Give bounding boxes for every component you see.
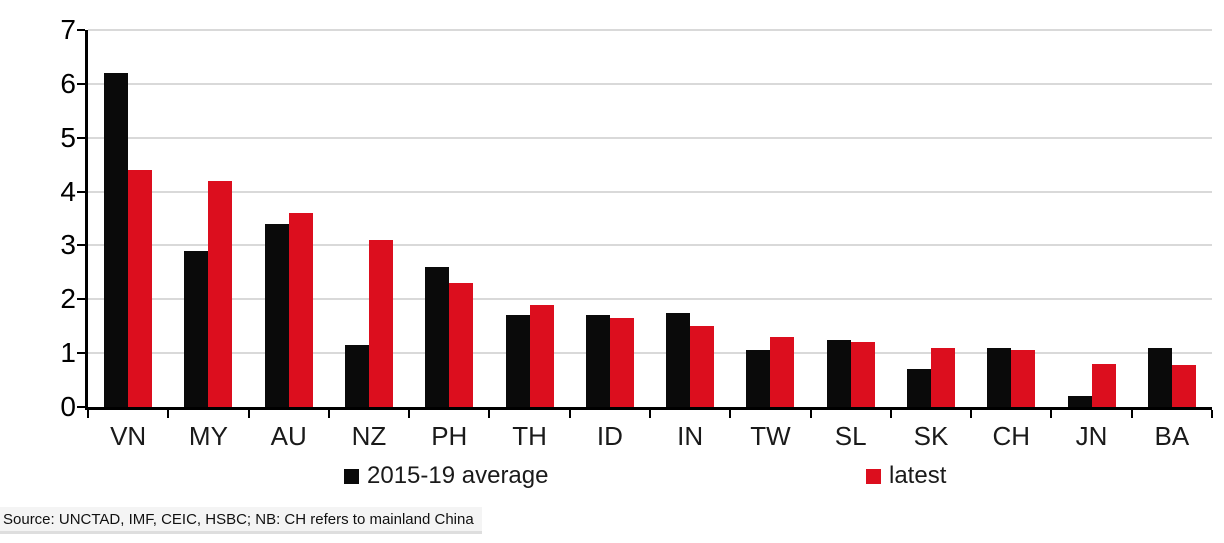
y-tick-label: 7	[60, 14, 76, 45]
bar-jn-latest	[1091, 363, 1116, 407]
source-note: Source: UNCTAD, IMF, CEIC, HSBC; NB: CH …	[0, 507, 482, 534]
legend: 2015-19 average latest	[0, 461, 1224, 493]
x-tick	[729, 410, 732, 418]
x-tick	[649, 410, 651, 418]
x-tick	[568, 410, 571, 418]
x-tick	[87, 410, 89, 418]
x-tick	[167, 410, 170, 418]
y-tick	[77, 190, 85, 193]
x-axis-label: ID	[596, 421, 623, 451]
x-tick	[889, 410, 892, 418]
x-tick	[327, 410, 330, 418]
bar-nz-average	[345, 345, 369, 407]
bar-id-latest	[609, 318, 634, 407]
x-tick	[1050, 410, 1053, 418]
bar-id-average	[585, 315, 610, 407]
bar-au-latest	[288, 213, 313, 407]
y-tick	[77, 136, 85, 139]
x-axis-line	[85, 407, 1212, 410]
x-tick	[970, 410, 973, 418]
bar-jn-average	[1067, 396, 1092, 407]
y-tick	[77, 244, 85, 247]
x-axis-label: TW	[750, 421, 791, 451]
bar-my-average	[184, 250, 209, 407]
bar-th-latest	[529, 304, 554, 407]
x-axis-label: SL	[834, 421, 867, 451]
x-axis-label: NZ	[351, 421, 387, 451]
bar-tw-latest	[770, 336, 795, 407]
bar-in-average	[666, 312, 691, 407]
y-tick-label: 5	[60, 121, 76, 153]
y-axis-line	[85, 30, 88, 410]
y-tick-label: 1	[60, 337, 76, 369]
gridline	[88, 82, 1212, 85]
y-tick-label: 0	[60, 391, 76, 422]
y-tick-label: 6	[60, 67, 76, 99]
x-tick	[408, 410, 411, 418]
bar-ph-latest	[449, 283, 474, 407]
bar-vn-average	[104, 73, 129, 407]
y-tick	[77, 29, 85, 31]
legend-item-latest: latest	[866, 461, 946, 491]
x-axis-label: MY	[188, 421, 228, 451]
x-axis-label: VN	[110, 421, 147, 451]
x-axis-label: CH	[992, 421, 1031, 451]
gridline	[88, 244, 1212, 247]
y-tick-label: 2	[60, 283, 76, 315]
bar-ph-average	[425, 266, 450, 407]
x-axis-label: PH	[431, 421, 468, 451]
y-tick	[77, 82, 85, 85]
y-tick-label: 3	[60, 229, 76, 261]
bar-sk-latest	[931, 347, 955, 407]
x-tick	[809, 410, 812, 418]
bar-ba-average	[1147, 347, 1172, 407]
x-tick	[247, 410, 250, 418]
gridline	[88, 352, 1212, 355]
y-tick	[77, 406, 85, 408]
bar-ba-latest	[1171, 364, 1196, 407]
bar-sl-average	[826, 339, 851, 407]
bar-sk-average	[907, 369, 931, 407]
x-axis-label: BA	[1154, 421, 1190, 451]
bar-nz-latest	[369, 240, 393, 407]
legend-label: 2015-19 average	[367, 462, 549, 489]
bar-ch-latest	[1011, 350, 1036, 407]
y-tick-label: 4	[60, 175, 76, 207]
gridline	[88, 136, 1212, 139]
legend-item-2015-19-average: 2015-19 average	[344, 461, 548, 491]
gridline	[88, 190, 1212, 193]
bar-th-average	[505, 315, 530, 407]
bar-tw-average	[746, 350, 771, 407]
bar-ch-average	[987, 347, 1012, 407]
bar-in-latest	[690, 326, 715, 407]
x-axis-label: IN	[677, 421, 704, 451]
x-axis-label: SK	[913, 421, 949, 451]
legend-swatch-red-icon	[866, 468, 881, 484]
legend-swatch-black-icon	[344, 468, 359, 484]
x-axis-label: JN	[1075, 421, 1108, 451]
bar-au-average	[264, 223, 289, 407]
x-tick	[1130, 410, 1133, 418]
gridline	[88, 298, 1212, 301]
gridline	[88, 29, 1212, 31]
x-tick	[488, 410, 491, 418]
bar-my-latest	[208, 180, 233, 407]
x-tick	[1211, 410, 1213, 418]
legend-label: latest	[889, 462, 947, 489]
bar-vn-latest	[128, 170, 153, 407]
y-tick	[77, 298, 85, 301]
bar-sl-latest	[850, 342, 875, 407]
x-axis-label: TH	[512, 421, 547, 451]
y-tick	[77, 352, 85, 355]
x-axis-label: AU	[270, 421, 307, 451]
